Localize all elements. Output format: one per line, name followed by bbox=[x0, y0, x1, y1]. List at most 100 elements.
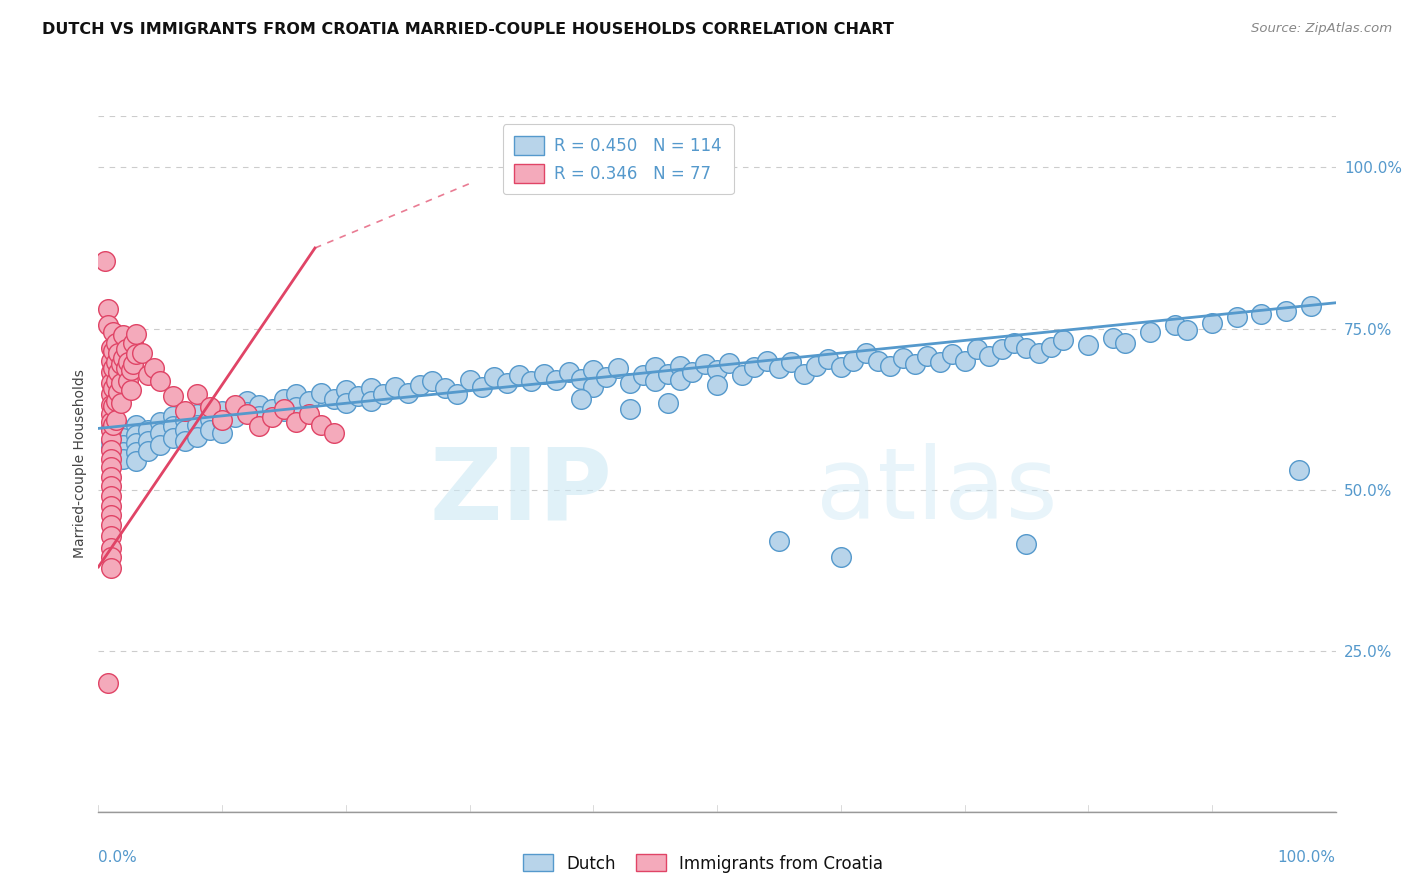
Point bbox=[347, 389, 370, 403]
Point bbox=[131, 346, 153, 360]
Point bbox=[103, 344, 125, 359]
Text: DUTCH VS IMMIGRANTS FROM CROATIA MARRIED-COUPLE HOUSEHOLDS CORRELATION CHART: DUTCH VS IMMIGRANTS FROM CROATIA MARRIED… bbox=[42, 22, 894, 37]
Point bbox=[124, 453, 146, 467]
Point bbox=[174, 434, 197, 449]
Point bbox=[103, 361, 125, 376]
Point bbox=[990, 342, 1012, 356]
Point bbox=[224, 410, 246, 425]
Point bbox=[335, 395, 357, 409]
Point bbox=[112, 431, 135, 445]
Point bbox=[186, 407, 208, 421]
Point bbox=[309, 418, 332, 433]
Point bbox=[112, 328, 135, 343]
Point bbox=[100, 469, 122, 483]
Point bbox=[122, 335, 145, 350]
Point bbox=[112, 437, 135, 451]
Point bbox=[1226, 310, 1249, 324]
Point bbox=[384, 379, 406, 393]
Point bbox=[162, 419, 184, 434]
Point bbox=[917, 349, 939, 363]
Point bbox=[211, 414, 233, 428]
Point bbox=[149, 375, 172, 389]
Point bbox=[236, 407, 259, 421]
Point bbox=[780, 355, 803, 369]
Point bbox=[422, 375, 444, 389]
Point bbox=[1275, 303, 1298, 318]
Point bbox=[236, 405, 259, 419]
Point bbox=[495, 376, 517, 391]
Point bbox=[706, 363, 728, 377]
Y-axis label: Married-couple Households: Married-couple Households bbox=[73, 369, 87, 558]
Point bbox=[112, 425, 135, 439]
Point bbox=[1015, 537, 1038, 551]
Point bbox=[100, 387, 122, 401]
Point bbox=[124, 445, 146, 459]
Point bbox=[136, 368, 159, 382]
Point bbox=[100, 451, 122, 466]
Point bbox=[718, 356, 741, 370]
Point bbox=[149, 425, 172, 440]
Point bbox=[619, 402, 641, 417]
Point bbox=[100, 415, 122, 429]
Point bbox=[804, 359, 827, 373]
Point bbox=[706, 378, 728, 392]
Point bbox=[471, 379, 494, 393]
Point bbox=[100, 398, 122, 412]
Point bbox=[768, 361, 790, 376]
Point bbox=[100, 365, 122, 379]
Point bbox=[1164, 318, 1187, 333]
Point bbox=[285, 415, 308, 429]
Text: 100.0%: 100.0% bbox=[1278, 850, 1336, 865]
Point bbox=[817, 352, 839, 367]
Point bbox=[186, 387, 208, 401]
Point bbox=[1288, 463, 1310, 477]
Point bbox=[247, 398, 270, 412]
Point bbox=[928, 355, 950, 369]
Point bbox=[117, 375, 139, 389]
Point bbox=[100, 353, 122, 368]
Point bbox=[273, 392, 295, 407]
Point bbox=[100, 489, 122, 503]
Point bbox=[669, 359, 692, 373]
Point bbox=[1002, 335, 1025, 350]
Point bbox=[619, 376, 641, 391]
Point bbox=[97, 318, 120, 333]
Point bbox=[174, 404, 197, 418]
Point bbox=[1102, 331, 1125, 345]
Point bbox=[174, 413, 197, 427]
Point bbox=[104, 413, 127, 427]
Point bbox=[114, 342, 136, 356]
Point bbox=[198, 411, 221, 425]
Point bbox=[842, 353, 865, 368]
Point bbox=[1250, 307, 1272, 321]
Text: Source: ZipAtlas.com: Source: ZipAtlas.com bbox=[1251, 22, 1392, 36]
Point bbox=[657, 395, 679, 409]
Point bbox=[103, 399, 125, 413]
Point bbox=[484, 369, 506, 384]
Point bbox=[768, 534, 790, 549]
Point bbox=[298, 407, 321, 421]
Point bbox=[595, 369, 617, 384]
Point bbox=[198, 423, 221, 437]
Point bbox=[371, 387, 394, 401]
Point bbox=[103, 381, 125, 395]
Point bbox=[104, 335, 127, 350]
Point bbox=[136, 444, 159, 458]
Point bbox=[953, 353, 976, 368]
Point bbox=[458, 373, 481, 387]
Point bbox=[162, 409, 184, 423]
Point bbox=[103, 418, 125, 433]
Point bbox=[793, 367, 815, 381]
Point bbox=[162, 389, 184, 403]
Point bbox=[1201, 317, 1223, 331]
Point bbox=[100, 407, 122, 421]
Point bbox=[904, 357, 927, 371]
Point bbox=[520, 375, 543, 389]
Point bbox=[396, 386, 419, 401]
Point bbox=[100, 479, 122, 493]
Point bbox=[644, 375, 666, 389]
Point bbox=[149, 437, 172, 451]
Point bbox=[979, 349, 1001, 363]
Point bbox=[107, 365, 129, 379]
Point bbox=[100, 421, 122, 435]
